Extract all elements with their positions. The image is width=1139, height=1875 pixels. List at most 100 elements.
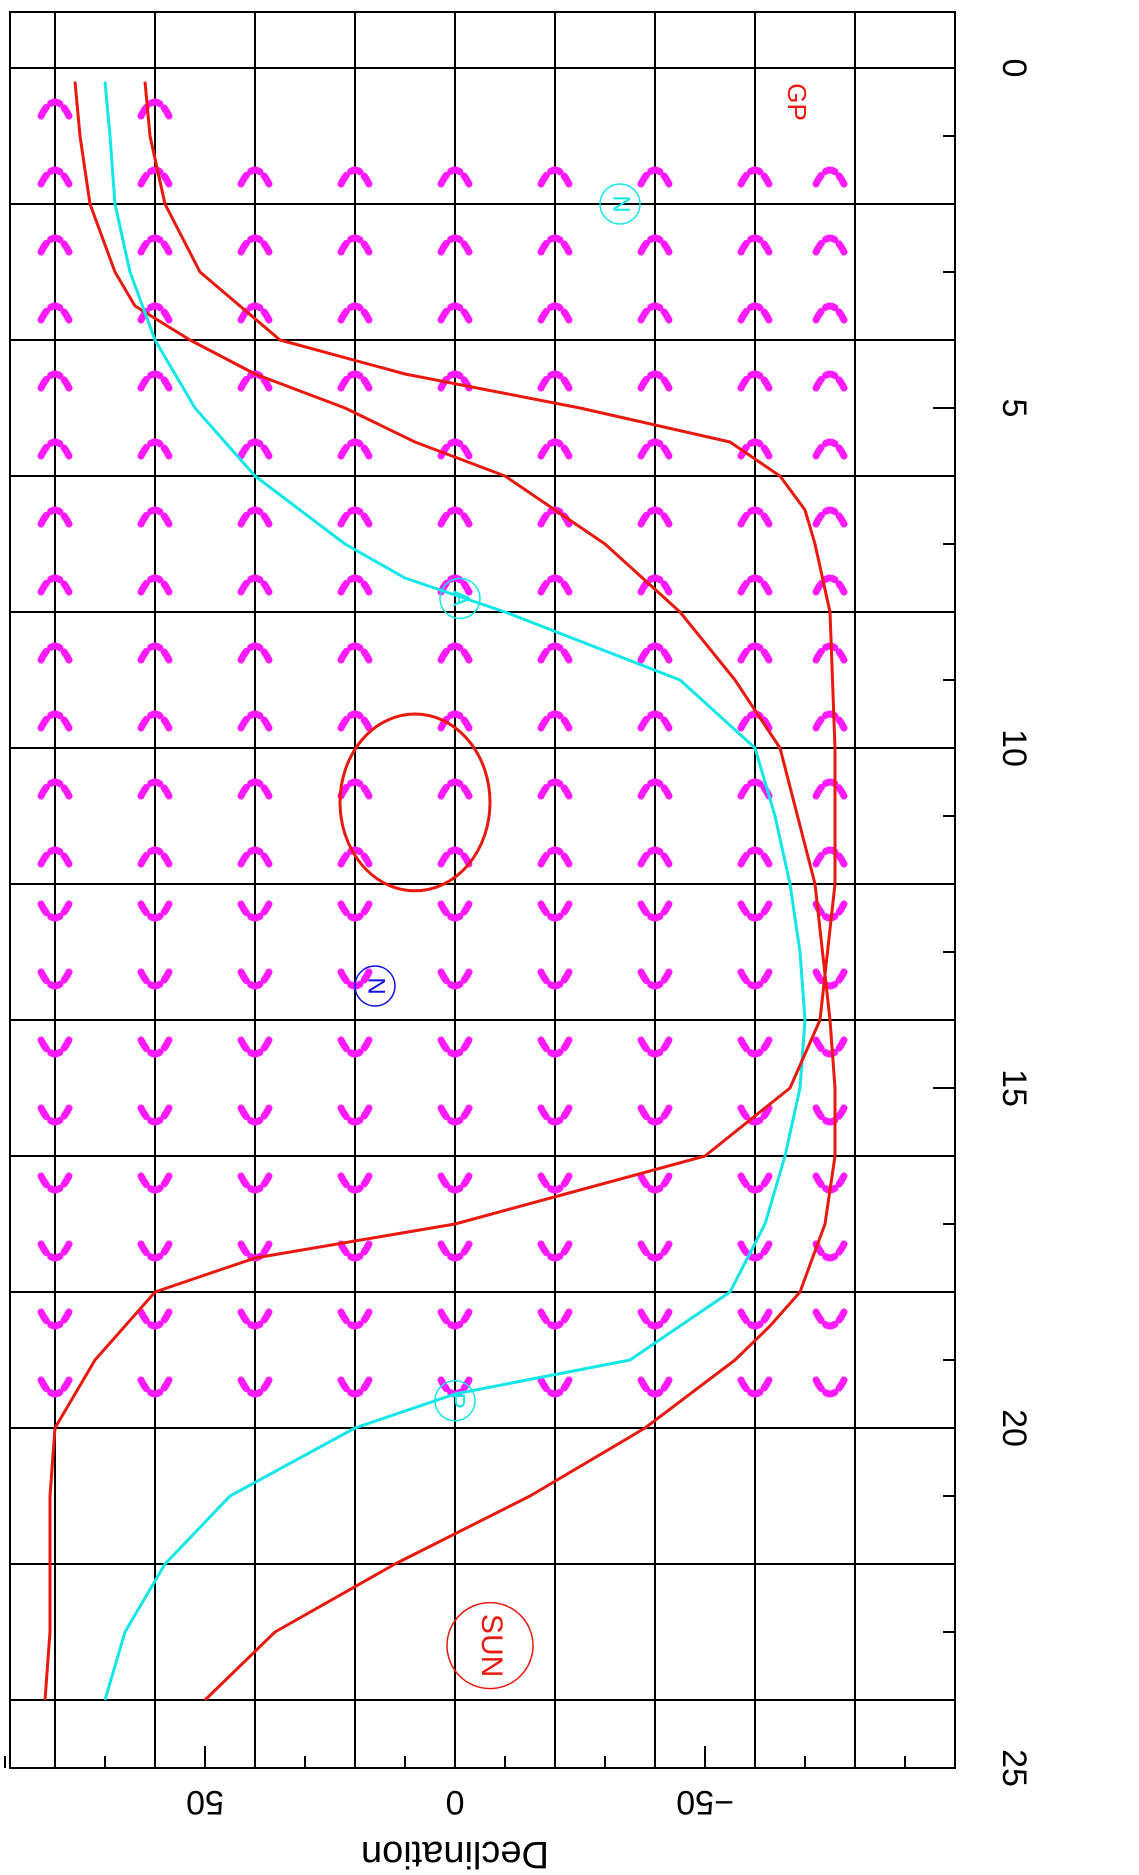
- track-arc: [437, 1240, 473, 1262]
- y-tick-label: −50: [676, 1783, 734, 1821]
- track-arc: [137, 1376, 173, 1398]
- track-arc: [537, 846, 573, 868]
- track-arc: [637, 1376, 673, 1398]
- track-arc: [737, 370, 773, 392]
- track-arc: [437, 968, 473, 990]
- track-arc: [137, 506, 173, 528]
- track-arc: [812, 1104, 848, 1126]
- track-arc: [812, 968, 848, 990]
- track-arc: [437, 370, 473, 392]
- track-arc: [637, 302, 673, 324]
- track-arc: [737, 1104, 773, 1126]
- track-arc: [237, 710, 273, 732]
- track-arc: [737, 710, 773, 732]
- track-arc: [37, 1036, 73, 1058]
- track-arc: [137, 1172, 173, 1194]
- marker-circle: [439, 577, 481, 620]
- x-tick-label: 25: [995, 1749, 1033, 1787]
- track-arc: [637, 506, 673, 528]
- track-arc: [812, 1036, 848, 1058]
- track-arc: [137, 900, 173, 922]
- track-arc: [237, 1172, 273, 1194]
- track-arc: [37, 1104, 73, 1126]
- track-arc: [137, 302, 173, 324]
- track-arc: [37, 234, 73, 256]
- track-arc: [37, 438, 73, 460]
- track-arc: [537, 642, 573, 664]
- track-arc: [637, 1036, 673, 1058]
- track-arc: [637, 710, 673, 732]
- track-arc: [37, 506, 73, 528]
- track-arc: [37, 846, 73, 868]
- track-arc: [137, 1240, 173, 1262]
- markers: GP SUN N A P N: [354, 83, 812, 1690]
- track-arc: [137, 968, 173, 990]
- track-arc: [337, 778, 373, 800]
- track-arc: [637, 1240, 673, 1262]
- frame-rect: [9, 11, 956, 1769]
- track-arc: [637, 234, 673, 256]
- track-arc: [537, 1104, 573, 1126]
- track-arc: [637, 900, 673, 922]
- track-arc: [637, 1172, 673, 1194]
- x-tick-label: 15: [995, 1069, 1033, 1107]
- track-arc: [237, 574, 273, 596]
- red-ellipse: [338, 712, 492, 893]
- track-arc: [437, 1104, 473, 1126]
- track-arc: [537, 234, 573, 256]
- track-arc: [812, 234, 848, 256]
- track-arc: [812, 302, 848, 324]
- track-arc: [37, 1308, 73, 1330]
- track-arc: [437, 234, 473, 256]
- track-arc: [237, 900, 273, 922]
- axis-ticks: [4, 67, 955, 1769]
- track-arc: [537, 438, 573, 460]
- track-arc: [437, 1172, 473, 1194]
- track-arc: [337, 1172, 373, 1194]
- track-arc: [537, 1172, 573, 1194]
- track-arc: [337, 642, 373, 664]
- track-arc: [637, 166, 673, 188]
- track-arc: [137, 846, 173, 868]
- y-tick-label: 50: [186, 1783, 224, 1821]
- track-arc: [737, 1172, 773, 1194]
- track-arc: [812, 506, 848, 528]
- track-arc: [337, 438, 373, 460]
- marker-label: N: [363, 977, 390, 994]
- track-arc: [37, 642, 73, 664]
- track-arc: [637, 438, 673, 460]
- track-arc: [637, 1308, 673, 1330]
- track-arc: [537, 370, 573, 392]
- track-arc: [37, 1172, 73, 1194]
- track-arc: [812, 438, 848, 460]
- track-arc: [637, 846, 673, 868]
- track-arc: [237, 1376, 273, 1398]
- track-arc: [337, 166, 373, 188]
- track-arc: [137, 234, 173, 256]
- marker-circle: [434, 1380, 476, 1422]
- track-arc: [637, 968, 673, 990]
- track-arc: [737, 1240, 773, 1262]
- track-arc: [337, 370, 373, 392]
- track-arc: [37, 98, 73, 120]
- track-arc: [137, 1104, 173, 1126]
- track-arc: [737, 1376, 773, 1398]
- track-arc: [137, 98, 173, 120]
- track-arc: [337, 710, 373, 732]
- tick-labels: 0 5 10 15 20 25 −50 0 50: [186, 59, 1033, 1821]
- marker-circle: [599, 183, 641, 225]
- track-arc: [537, 302, 573, 324]
- track-arc: [237, 1308, 273, 1330]
- track-arc: [537, 778, 573, 800]
- grid-lines: [10, 12, 955, 1768]
- track-arc: [237, 968, 273, 990]
- track-arc: [537, 574, 573, 596]
- marker-label: P: [443, 1393, 470, 1409]
- track-arc: [237, 1104, 273, 1126]
- sun-marker-label: SUN: [475, 1614, 508, 1677]
- track-arc: [37, 166, 73, 188]
- track-arc: [37, 900, 73, 922]
- marker-circle: [354, 965, 396, 1007]
- track-arc: [137, 370, 173, 392]
